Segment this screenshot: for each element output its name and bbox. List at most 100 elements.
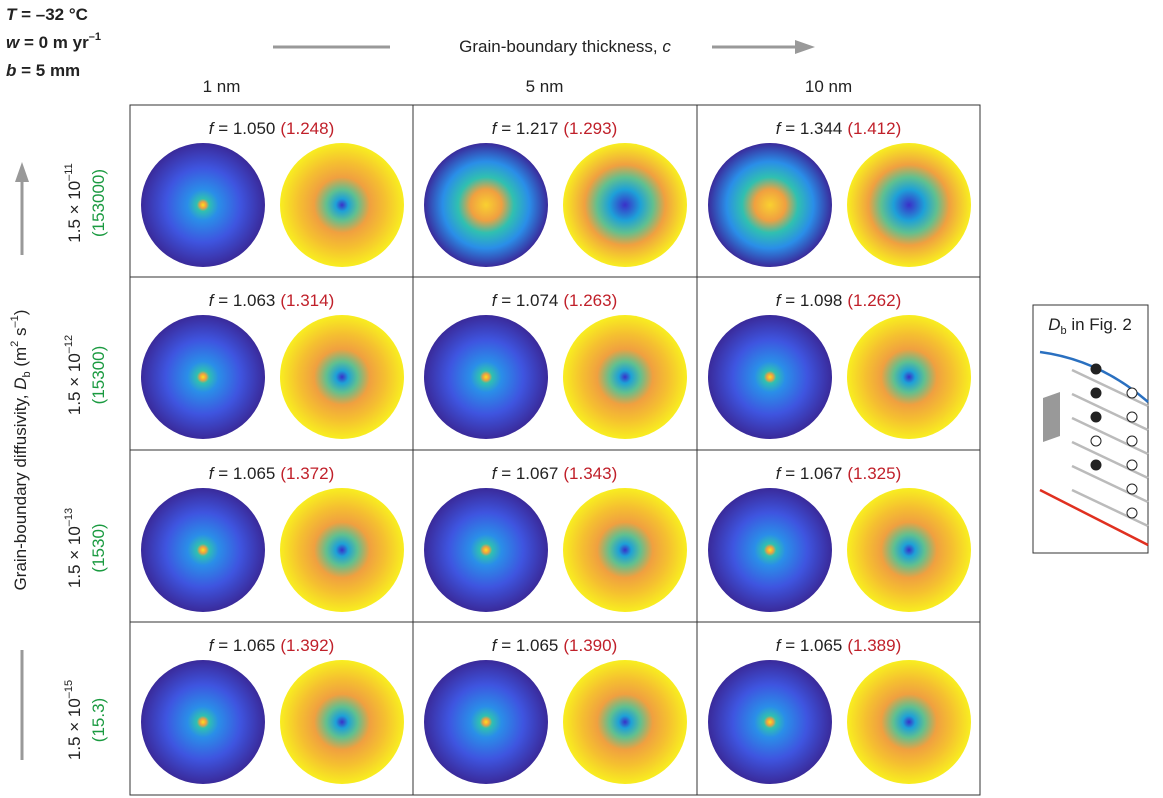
text-part: –15	[63, 680, 75, 698]
text-part: –13	[63, 508, 75, 526]
cell-label: f = 1.344(1.412)	[776, 119, 902, 138]
text-part: 1.098	[800, 291, 843, 310]
param: w = 0 m yr–1	[6, 31, 101, 53]
field-map	[280, 143, 404, 267]
text-part: )	[11, 310, 30, 316]
cell-label: f = 1.065(1.389)	[776, 636, 902, 655]
text-part: 1.5 × 10	[65, 181, 84, 243]
param: T = –32 °C	[6, 5, 88, 24]
field-map	[708, 660, 832, 784]
column-label: 5 nm	[526, 77, 564, 96]
text-part: 1.065	[233, 636, 276, 655]
text-part: 1.5 × 10	[65, 698, 84, 760]
text-part: (1.248)	[280, 119, 334, 138]
field-map	[141, 660, 265, 784]
text-part: 1 nm	[203, 77, 241, 96]
text-part: b	[6, 61, 16, 80]
text-part: = 5 mm	[16, 61, 80, 80]
cell-label: f = 1.098(1.262)	[776, 291, 902, 310]
text-part: (1.325)	[847, 464, 901, 483]
text-part: –12	[63, 335, 75, 353]
column-axis-title: Grain-boundary thickness, c	[459, 37, 671, 56]
text-part: Grain-boundary thickness,	[459, 37, 662, 56]
text-part: (1.390)	[563, 636, 617, 655]
text-part: –11	[63, 163, 75, 181]
row-value: (1530)	[89, 523, 108, 572]
text-part: =	[780, 291, 799, 310]
text-part: (15.3)	[89, 698, 108, 742]
text-part: 1.065	[800, 636, 843, 655]
cell-label: f = 1.217(1.293)	[492, 119, 618, 138]
row-value: (153000)	[89, 169, 108, 237]
row-label: 1.5 × 10–15	[63, 680, 85, 760]
row-value: (15300)	[89, 346, 108, 405]
field-map	[563, 488, 687, 612]
param: b = 5 mm	[6, 61, 80, 80]
text-part: (1.392)	[280, 636, 334, 655]
field-map	[563, 315, 687, 439]
cell-label: f = 1.065(1.392)	[209, 636, 335, 655]
text-part: = 0 m yr	[19, 33, 89, 52]
text-part: 1.5 × 10	[65, 526, 84, 588]
row-label: 1.5 × 10–13	[63, 508, 85, 588]
text-part: = –32 °C	[16, 5, 88, 24]
field-map	[141, 488, 265, 612]
text-part: =	[496, 636, 515, 655]
text-part: (m	[11, 347, 30, 372]
text-part: 1.067	[800, 464, 843, 483]
field-map	[847, 488, 971, 612]
row-label: 1.5 × 10–12	[63, 335, 85, 415]
text-part: Grain-boundary diffusivity,	[11, 390, 30, 591]
text-part: (1.314)	[280, 291, 334, 310]
cell-label: f = 1.065(1.372)	[209, 464, 335, 483]
text-part: 1.5 × 10	[65, 353, 84, 415]
text-part: =	[213, 119, 232, 138]
text-part: (1.263)	[563, 291, 617, 310]
field-map	[563, 143, 687, 267]
text-part: 1.074	[516, 291, 559, 310]
field-map	[280, 315, 404, 439]
text-part: in Fig. 2	[1067, 315, 1132, 334]
cell-label: f = 1.067(1.325)	[776, 464, 902, 483]
text-part: 10 nm	[805, 77, 852, 96]
cell-label: f = 1.050(1.248)	[209, 119, 335, 138]
text-part: =	[213, 464, 232, 483]
text-part: =	[213, 636, 232, 655]
field-map	[563, 660, 687, 784]
text-part: =	[780, 636, 799, 655]
text-part: =	[213, 291, 232, 310]
cell-label: f = 1.067(1.343)	[492, 464, 618, 483]
text-part: =	[496, 291, 515, 310]
text-part: 1.065	[516, 636, 559, 655]
text-part: 1.067	[516, 464, 559, 483]
figure: T = –32 °C w = 0 m yr–1 b = 5 mm Grain-boun…	[0, 0, 1163, 798]
field-map	[847, 660, 971, 784]
text-part: 1.050	[233, 119, 276, 138]
arrow-head	[15, 162, 29, 182]
text-part: (1.343)	[563, 464, 617, 483]
text-part: 1.063	[233, 291, 276, 310]
field-map	[141, 315, 265, 439]
cell-label: f = 1.065(1.390)	[492, 636, 618, 655]
text-part: c	[662, 37, 671, 56]
text-part: =	[496, 464, 515, 483]
field-map	[847, 315, 971, 439]
text-part: (153000)	[89, 169, 108, 237]
text-part: 1.065	[233, 464, 276, 483]
row-label: 1.5 × 10–11	[63, 163, 85, 242]
field-map	[280, 488, 404, 612]
arrow-head	[795, 40, 815, 54]
legend	[1033, 305, 1148, 553]
text-part: D	[1048, 315, 1060, 334]
field-map	[424, 488, 548, 612]
text-part: 1.344	[800, 119, 843, 138]
field-map	[708, 315, 832, 439]
field-map	[424, 143, 548, 267]
text-part: (1.389)	[847, 636, 901, 655]
field-map	[280, 660, 404, 784]
field-map	[847, 143, 971, 267]
field-map	[424, 660, 548, 784]
column-label: 1 nm	[203, 77, 241, 96]
column-label: 10 nm	[805, 77, 852, 96]
text-part: (1.262)	[847, 291, 901, 310]
